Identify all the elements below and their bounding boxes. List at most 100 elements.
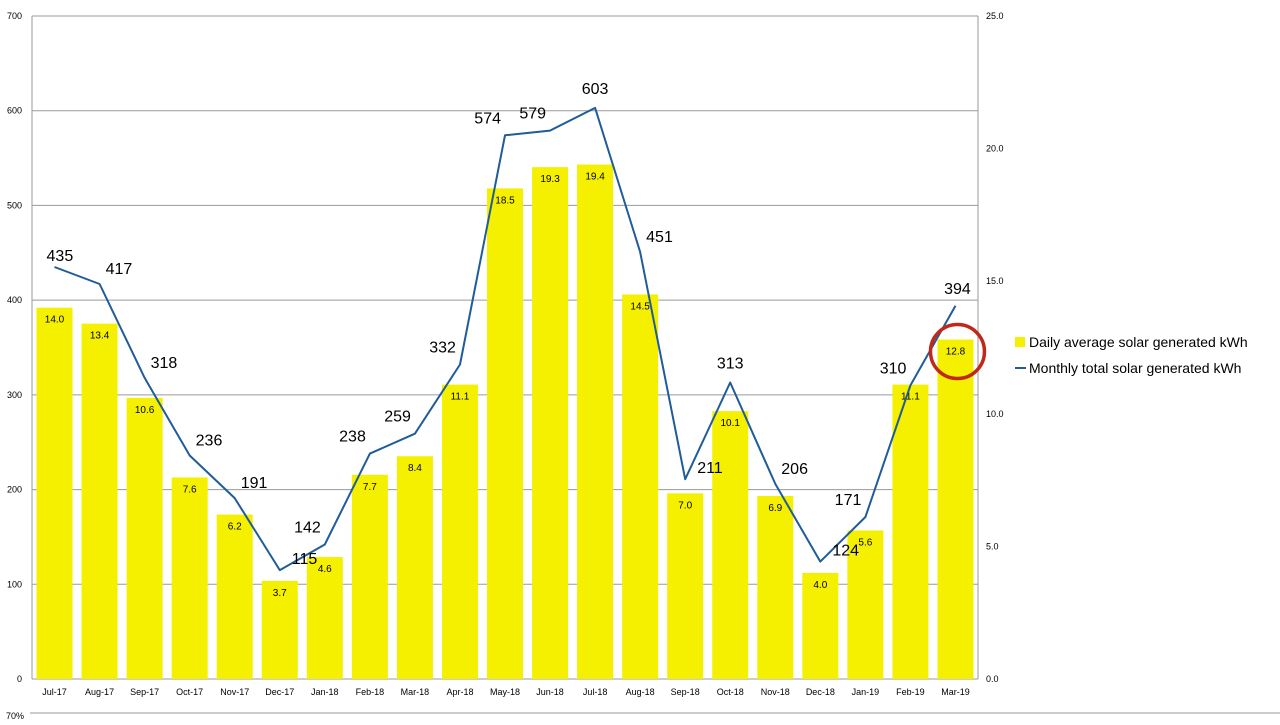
- bar-series: 14.0 13.4 10.6 7.6 6.2 3.7 4.6 7.7 8.4 11.1 18.5 19…: [36, 164, 974, 680]
- bar-value-label: 18.5: [495, 195, 515, 206]
- x-tick-label: Jan-19: [852, 687, 880, 697]
- line-value-label: 142: [294, 520, 321, 537]
- right-tick-label: 0.0: [986, 674, 999, 684]
- line-value-label: 191: [241, 475, 268, 492]
- x-tick-label: Apr-18: [446, 687, 473, 697]
- line-value-label: 124: [832, 543, 859, 560]
- bar: [802, 572, 839, 679]
- right-tick-label: 20.0: [986, 144, 1004, 154]
- x-tick-label: Jul-18: [583, 687, 608, 697]
- line-value-label: 579: [519, 106, 546, 123]
- x-tick-label: Sep-18: [671, 687, 700, 697]
- bar: [396, 456, 433, 679]
- left-axis: 0 100 200 300 400 500 600 700: [7, 11, 22, 684]
- bar: [532, 167, 569, 679]
- x-tick-label: Aug-17: [85, 687, 114, 697]
- bar-value-label: 10.6: [135, 405, 155, 416]
- bar-value-label: 4.0: [813, 580, 827, 591]
- x-axis: Jul-17 Aug-17 Sep-17 Oct-17 Nov-17 Dec-17 Jan-…: [42, 687, 969, 697]
- bar-value-label: 3.7: [273, 588, 287, 599]
- line-path: [54, 106, 957, 572]
- right-tick-label: 5.0: [986, 541, 999, 551]
- right-tick-label: 10.0: [986, 409, 1004, 419]
- bar: [622, 294, 659, 679]
- partial-axis-label: 70%: [6, 711, 24, 720]
- bar-value-label: 12.8: [946, 347, 966, 358]
- x-tick-label: Jul-17: [42, 687, 67, 697]
- line-value-label: 318: [151, 355, 178, 372]
- bottom-strip: 70%: [6, 711, 1280, 721]
- x-tick-label: Sep-17: [130, 687, 159, 697]
- bar-value-label: 19.3: [540, 174, 560, 185]
- bar-value-label: 10.1: [721, 418, 741, 429]
- bar: [441, 384, 478, 679]
- legend-label-line: Monthly total solar generated kWh: [1029, 360, 1241, 376]
- bar-value-label: 4.6: [318, 564, 332, 575]
- bar: [487, 188, 523, 679]
- x-tick-label: Jun-18: [536, 687, 564, 697]
- line-value-label: 451: [646, 229, 673, 246]
- bar-value-label: 8.4: [408, 463, 422, 474]
- line-value-label: 332: [429, 340, 456, 357]
- right-tick-label: 15.0: [986, 276, 1004, 286]
- line-value-label: 417: [106, 261, 133, 278]
- bar: [847, 530, 884, 679]
- line-value-label: 435: [47, 248, 74, 265]
- x-tick-label: Mar-18: [401, 687, 430, 697]
- bar: [261, 580, 298, 679]
- legend-swatch-bar: [1015, 337, 1025, 347]
- right-tick-label: 25.0: [986, 11, 1004, 21]
- bar: [712, 411, 749, 679]
- bar-value-label: 7.7: [363, 482, 377, 493]
- bar: [126, 397, 163, 679]
- bar-value-label: 6.9: [768, 503, 782, 514]
- x-tick-label: Feb-18: [356, 687, 385, 697]
- bar: [81, 323, 118, 679]
- left-tick-label: 500: [7, 200, 22, 210]
- bar-value-label: 19.4: [585, 172, 605, 183]
- x-tick-label: Nov-18: [761, 687, 790, 697]
- bar-value-label: 11.1: [901, 392, 920, 403]
- line-value-label: 394: [944, 281, 971, 298]
- legend-label-bar: Daily average solar generated kWh: [1029, 334, 1248, 350]
- bar: [892, 384, 929, 679]
- bar: [667, 493, 704, 679]
- x-tick-label: Aug-18: [626, 687, 655, 697]
- x-tick-label: Oct-18: [717, 687, 744, 697]
- line-series: 435 417 318 236 191 115 142 238 259 332 574 579 603 4…: [47, 81, 971, 572]
- line-value-label: 313: [717, 356, 744, 373]
- line-value-label: 310: [880, 360, 907, 377]
- bar-value-label: 11.1: [451, 392, 470, 403]
- line-value-label: 171: [835, 492, 862, 509]
- highlight: [928, 322, 987, 381]
- line-value-label: 115: [292, 551, 318, 568]
- highlight-circle: [928, 322, 987, 381]
- left-tick-label: 400: [7, 295, 22, 305]
- bar-value-label: 6.2: [228, 522, 242, 533]
- x-tick-label: May-18: [490, 687, 520, 697]
- line-value-label: 238: [339, 429, 366, 446]
- bar-value-label: 7.6: [183, 484, 197, 495]
- left-tick-label: 700: [7, 11, 22, 21]
- left-tick-label: 0: [17, 674, 22, 684]
- left-tick-label: 300: [7, 390, 22, 400]
- bar: [216, 514, 253, 679]
- bar: [306, 557, 343, 679]
- legend: Daily average solar generated kWh Monthly…: [1015, 334, 1248, 376]
- x-tick-label: Oct-17: [176, 687, 203, 697]
- bar-value-label: 13.4: [90, 331, 110, 342]
- bar: [171, 477, 208, 679]
- bar: [757, 496, 794, 679]
- bar: [351, 474, 388, 679]
- line-value-label: 236: [196, 432, 223, 449]
- x-tick-label: Jan-18: [311, 687, 339, 697]
- left-tick-label: 600: [7, 106, 22, 116]
- x-tick-label: Nov-17: [220, 687, 249, 697]
- bar-value-label: 14.5: [630, 301, 650, 312]
- x-tick-label: Dec-18: [806, 687, 835, 697]
- line-value-label: 574: [474, 110, 501, 127]
- bar: [577, 164, 614, 680]
- left-tick-label: 200: [7, 485, 22, 495]
